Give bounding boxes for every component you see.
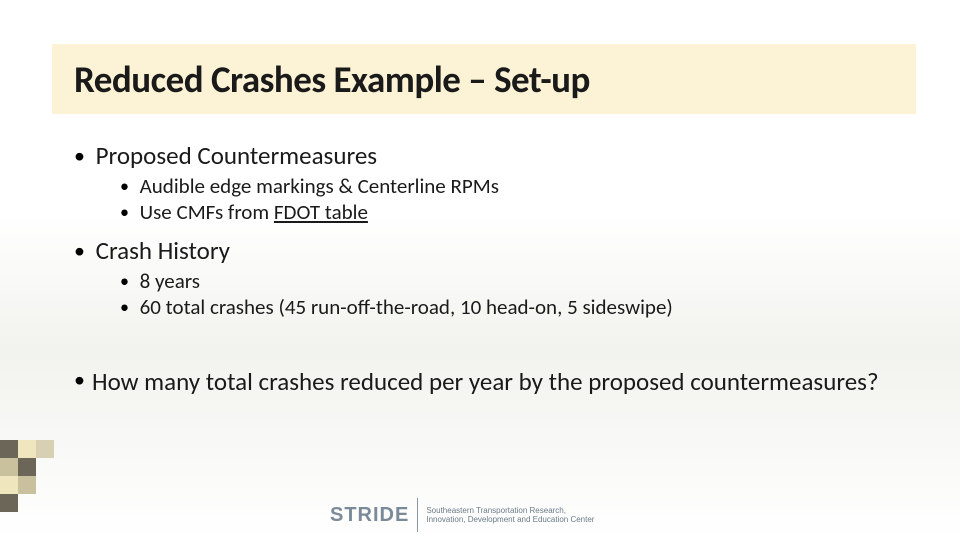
sub-bullet: 8 years	[120, 268, 894, 294]
decor-square	[18, 440, 36, 458]
sub-bullet: Use CMFs from FDOT table	[120, 199, 894, 225]
footer-logo: STRIDE Southeastern Transportation Resea…	[330, 498, 594, 532]
bullet-marker: •	[74, 366, 92, 397]
sub-bullet-text: 8 years	[140, 268, 200, 294]
title-bar: Reduced Crashes Example – Set-up	[52, 44, 916, 114]
sub-bullet-prefix: Use CMFs from	[140, 199, 274, 225]
footer-divider	[417, 498, 418, 532]
question-text: How many total crashes reduced per year …	[92, 366, 879, 397]
bullet-label: Proposed Countermeasures	[96, 140, 377, 171]
decor-square	[18, 458, 36, 476]
bullet-question: • How many total crashes reduced per yea…	[74, 366, 894, 397]
decor-square	[18, 476, 36, 494]
bullet-label: Crash History	[96, 235, 230, 266]
decorative-squares	[0, 440, 54, 512]
sub-bullet-text: 60 total crashes (45 run-off-the-road, 1…	[140, 294, 673, 320]
sub-bullet: Audible edge markings & Centerline RPMs	[120, 173, 894, 199]
bullet-crash-history: Crash History 8 years 60 total crashes (…	[74, 235, 894, 320]
footer-sub-line: Southeastern Transportation Research,	[426, 506, 594, 515]
sub-bullet-text: Audible edge markings & Centerline RPMs	[140, 173, 499, 199]
sub-bullet-text: Use CMFs from FDOT table	[140, 199, 368, 225]
fdot-table-link[interactable]: FDOT table	[274, 199, 368, 225]
decor-square	[0, 476, 18, 494]
bullet-countermeasures: Proposed Countermeasures Audible edge ma…	[74, 140, 894, 225]
slide-title: Reduced Crashes Example – Set-up	[74, 57, 590, 102]
sub-bullet: 60 total crashes (45 run-off-the-road, 1…	[120, 294, 894, 320]
decor-square	[0, 440, 18, 458]
footer-subtitle: Southeastern Transportation Research, In…	[426, 506, 594, 524]
decor-square	[0, 494, 18, 512]
footer-sub-line: Innovation, Development and Education Ce…	[426, 515, 594, 524]
slide-body: Proposed Countermeasures Audible edge ma…	[74, 140, 894, 397]
stride-wordmark: STRIDE	[330, 504, 409, 527]
decor-square	[36, 440, 54, 458]
decor-square	[0, 458, 18, 476]
